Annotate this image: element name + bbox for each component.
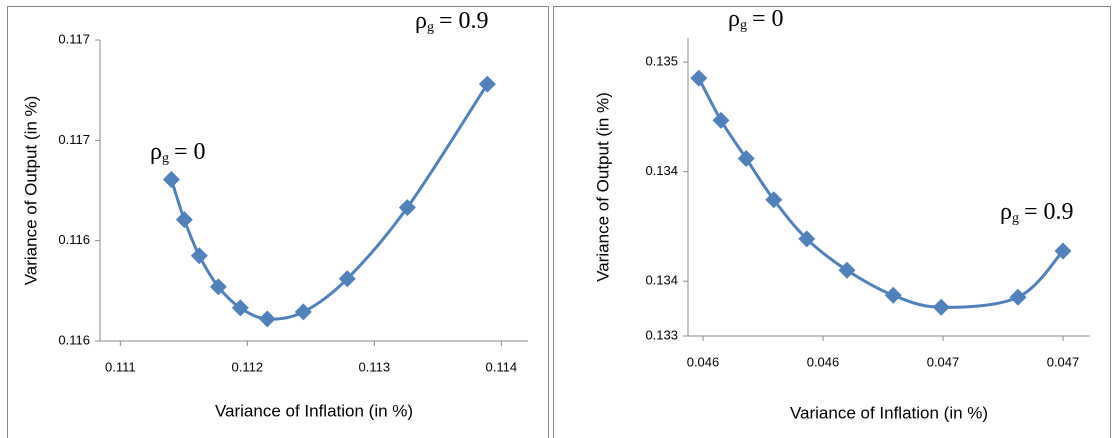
annotation-part: g: [740, 18, 747, 33]
annotation: ρg = 0: [150, 139, 206, 167]
y-tick-label: 0.133: [645, 327, 678, 342]
data-point: [478, 75, 496, 93]
x-tick-label: 0.046: [687, 354, 720, 369]
x-tick-label: 0.047: [1047, 354, 1080, 369]
data-point: [175, 211, 193, 229]
data-point: [294, 303, 312, 321]
annotation-part: = 0.9: [439, 8, 489, 34]
x-tick-label: 0.111: [105, 359, 136, 374]
annotation-part: = 0: [752, 6, 784, 32]
y-tick-label: 0.135: [645, 54, 678, 69]
annotation-part: ρ: [150, 139, 162, 165]
data-point: [932, 298, 950, 316]
y-axis-label: Variance of Output (in %): [593, 92, 612, 282]
x-tick-label: 0.114: [486, 359, 518, 374]
x-axis-label: Variance of Inflation (in %): [215, 401, 413, 420]
data-point: [712, 111, 730, 129]
y-axis-label: Variance of Output (in %): [21, 96, 40, 286]
data-point: [884, 286, 902, 304]
annotation: ρg = 0: [728, 6, 784, 34]
data-point: [338, 270, 356, 288]
y-tick-label: 0.134: [645, 273, 678, 288]
annotation-part: ρ: [1000, 199, 1012, 225]
annotation-part: g: [162, 151, 169, 166]
annotation-part: = 0.9: [1024, 199, 1074, 225]
y-tick-label: 0.134: [645, 163, 678, 178]
x-tick-label: 0.047: [927, 354, 960, 369]
data-point: [258, 310, 276, 328]
y-tick-label: 0.117: [58, 31, 90, 46]
y-tick-label: 0.116: [58, 332, 90, 347]
annotation: ρg = 0.9: [415, 8, 489, 36]
annotation-part: ρ: [415, 8, 427, 34]
y-tick-label: 0.117: [58, 132, 90, 147]
panel-frame: [553, 6, 1111, 438]
annotation-part: = 0: [174, 139, 206, 165]
annotation-part: g: [1012, 211, 1019, 226]
data-point: [798, 230, 816, 248]
annotation-part: g: [427, 20, 434, 35]
data-point: [737, 150, 755, 167]
data-point: [1009, 288, 1027, 306]
y-tick-label: 0.116: [58, 232, 90, 247]
panel-frame: [7, 6, 549, 438]
data-point: [190, 247, 208, 265]
data-point: [765, 191, 783, 209]
x-tick-label: 0.112: [232, 359, 264, 374]
data-point: [231, 299, 249, 317]
data-point: [209, 278, 227, 296]
annotation: ρg = 0.9: [1000, 199, 1074, 227]
x-tick-label: 0.046: [807, 354, 840, 369]
x-axis-label: Variance of Inflation (in %): [790, 403, 988, 422]
x-tick-label: 0.113: [359, 359, 391, 374]
data-point: [398, 199, 416, 217]
data-point: [690, 69, 708, 87]
annotation-part: ρ: [728, 6, 740, 32]
data-point: [162, 170, 180, 188]
data-point: [838, 261, 856, 279]
series-line: [697, 77, 1065, 309]
